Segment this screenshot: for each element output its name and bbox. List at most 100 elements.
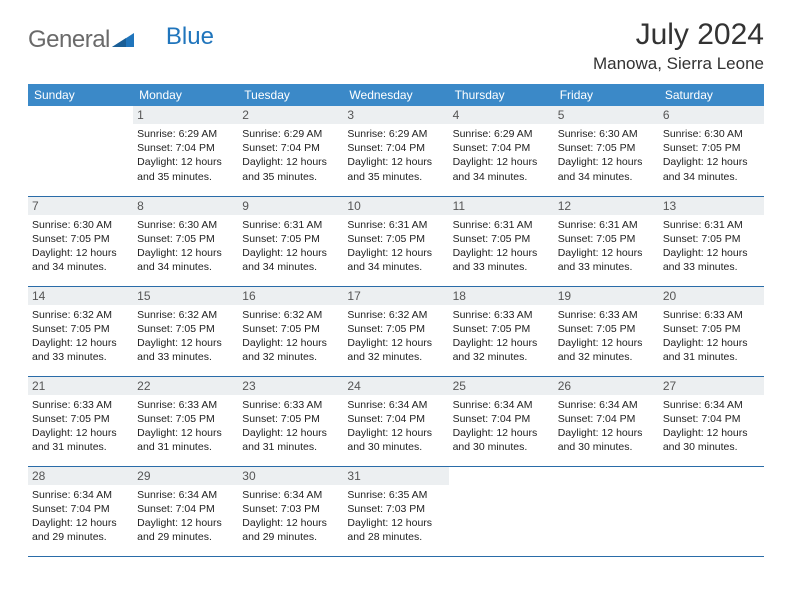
sunrise-text: Sunrise: 6:31 AM <box>242 218 339 232</box>
daylight-text-a: Daylight: 12 hours <box>347 516 444 530</box>
calendar-day-cell: 13Sunrise: 6:31 AMSunset: 7:05 PMDayligh… <box>659 196 764 286</box>
day-number: 10 <box>343 197 448 215</box>
daylight-text-a: Daylight: 12 hours <box>347 426 444 440</box>
daylight-text-a: Daylight: 12 hours <box>347 246 444 260</box>
calendar-day-cell: 8Sunrise: 6:30 AMSunset: 7:05 PMDaylight… <box>133 196 238 286</box>
daylight-text-b: and 31 minutes. <box>137 440 234 454</box>
daylight-text-a: Daylight: 12 hours <box>32 336 129 350</box>
sunset-text: Sunset: 7:04 PM <box>137 141 234 155</box>
daylight-text-b: and 33 minutes. <box>32 350 129 364</box>
weekday-heading: Thursday <box>449 84 554 106</box>
sunrise-text: Sunrise: 6:31 AM <box>558 218 655 232</box>
day-number: 16 <box>238 287 343 305</box>
sunrise-text: Sunrise: 6:31 AM <box>347 218 444 232</box>
day-number: 23 <box>238 377 343 395</box>
calendar-day-cell: 12Sunrise: 6:31 AMSunset: 7:05 PMDayligh… <box>554 196 659 286</box>
day-details: Sunrise: 6:34 AMSunset: 7:04 PMDaylight:… <box>453 398 550 455</box>
day-details: Sunrise: 6:29 AMSunset: 7:04 PMDaylight:… <box>137 127 234 184</box>
day-number: 28 <box>28 467 133 485</box>
sunrise-text: Sunrise: 6:32 AM <box>32 308 129 322</box>
calendar-day-cell: 20Sunrise: 6:33 AMSunset: 7:05 PMDayligh… <box>659 286 764 376</box>
calendar-page: General Blue July 2024 Manowa, Sierra Le… <box>0 0 792 575</box>
calendar-table: Sunday Monday Tuesday Wednesday Thursday… <box>28 84 764 557</box>
day-details: Sunrise: 6:31 AMSunset: 7:05 PMDaylight:… <box>558 218 655 275</box>
daylight-text-b: and 34 minutes. <box>347 260 444 274</box>
sunrise-text: Sunrise: 6:29 AM <box>242 127 339 141</box>
sunset-text: Sunset: 7:04 PM <box>558 412 655 426</box>
daylight-text-a: Daylight: 12 hours <box>242 336 339 350</box>
sunrise-text: Sunrise: 6:29 AM <box>453 127 550 141</box>
day-details: Sunrise: 6:33 AMSunset: 7:05 PMDaylight:… <box>663 308 760 365</box>
calendar-day-cell: 4 Sunrise: 6:29 AMSunset: 7:04 PMDaylight… <box>449 106 554 196</box>
daylight-text-b: and 29 minutes. <box>137 530 234 544</box>
day-number: 17 <box>343 287 448 305</box>
day-details: Sunrise: 6:32 AMSunset: 7:05 PMDaylight:… <box>137 308 234 365</box>
sunset-text: Sunset: 7:04 PM <box>347 412 444 426</box>
logo-text-blue: Blue <box>166 23 214 51</box>
sunset-text: Sunset: 7:05 PM <box>453 232 550 246</box>
weekday-heading: Friday <box>554 84 659 106</box>
day-details: Sunrise: 6:33 AMSunset: 7:05 PMDaylight:… <box>32 398 129 455</box>
daylight-text-a: Daylight: 12 hours <box>347 336 444 350</box>
day-number: 7 <box>28 197 133 215</box>
calendar-day-cell: 1Sunrise: 6:29 AMSunset: 7:04 PMDaylight… <box>133 106 238 196</box>
sunrise-text: Sunrise: 6:34 AM <box>242 488 339 502</box>
calendar-week-row: 7Sunrise: 6:30 AMSunset: 7:05 PMDaylight… <box>28 196 764 286</box>
sunset-text: Sunset: 7:05 PM <box>558 322 655 336</box>
sunrise-text: Sunrise: 6:30 AM <box>32 218 129 232</box>
daylight-text-b: and 34 minutes. <box>453 170 550 184</box>
calendar-day-cell: 2Sunrise: 6:29 AMSunset: 7:04 PMDaylight… <box>238 106 343 196</box>
location-label: Manowa, Sierra Leone <box>593 54 764 74</box>
sunrise-text: Sunrise: 6:32 AM <box>137 308 234 322</box>
sunrise-text: Sunrise: 6:34 AM <box>453 398 550 412</box>
day-details: Sunrise: 6:33 AMSunset: 7:05 PMDaylight:… <box>242 398 339 455</box>
day-details: Sunrise: 6:30 AMSunset: 7:05 PMDaylight:… <box>558 127 655 184</box>
sunrise-text: Sunrise: 6:31 AM <box>453 218 550 232</box>
calendar-day-cell: 10Sunrise: 6:31 AMSunset: 7:05 PMDayligh… <box>343 196 448 286</box>
day-details: Sunrise: 6:35 AMSunset: 7:03 PMDaylight:… <box>347 488 444 545</box>
daylight-text-b: and 29 minutes. <box>32 530 129 544</box>
sunrise-text: Sunrise: 6:32 AM <box>242 308 339 322</box>
day-details: Sunrise: 6:31 AMSunset: 7:05 PMDaylight:… <box>453 218 550 275</box>
calendar-day-cell: 29Sunrise: 6:34 AMSunset: 7:04 PMDayligh… <box>133 466 238 556</box>
sunrise-text: Sunrise: 6:34 AM <box>137 488 234 502</box>
sunset-text: Sunset: 7:05 PM <box>663 322 760 336</box>
sunset-text: Sunset: 7:05 PM <box>242 232 339 246</box>
sunrise-text: Sunrise: 6:30 AM <box>137 218 234 232</box>
calendar-week-row: 14Sunrise: 6:32 AMSunset: 7:05 PMDayligh… <box>28 286 764 376</box>
day-details: Sunrise: 6:30 AMSunset: 7:05 PMDaylight:… <box>663 127 760 184</box>
day-details: Sunrise: 6:29 AMSunset: 7:04 PMDaylight:… <box>453 127 550 184</box>
calendar-day-cell: 5Sunrise: 6:30 AMSunset: 7:05 PMDaylight… <box>554 106 659 196</box>
calendar-day-cell: 17Sunrise: 6:32 AMSunset: 7:05 PMDayligh… <box>343 286 448 376</box>
daylight-text-a: Daylight: 12 hours <box>32 426 129 440</box>
day-details: Sunrise: 6:31 AMSunset: 7:05 PMDaylight:… <box>242 218 339 275</box>
daylight-text-b: and 32 minutes. <box>242 350 339 364</box>
daylight-text-a: Daylight: 12 hours <box>663 155 760 169</box>
weekday-heading: Monday <box>133 84 238 106</box>
daylight-text-b: and 34 minutes. <box>663 170 760 184</box>
calendar-day-cell: 23 Sunrise: 6:33 AMSunset: 7:05 PMDayligh… <box>238 376 343 466</box>
logo-text-general: General <box>28 26 110 54</box>
sunset-text: Sunset: 7:04 PM <box>32 502 129 516</box>
daylight-text-a: Daylight: 12 hours <box>453 246 550 260</box>
day-number: 4 <box>449 106 554 124</box>
daylight-text-a: Daylight: 12 hours <box>558 155 655 169</box>
calendar-week-row: 21Sunrise: 6:33 AMSunset: 7:05 PMDayligh… <box>28 376 764 466</box>
daylight-text-a: Daylight: 12 hours <box>137 246 234 260</box>
calendar-week-row: 1Sunrise: 6:29 AMSunset: 7:04 PMDaylight… <box>28 106 764 196</box>
calendar-day-cell <box>449 466 554 556</box>
daylight-text-b: and 29 minutes. <box>242 530 339 544</box>
daylight-text-a: Daylight: 12 hours <box>663 246 760 260</box>
sunrise-text: Sunrise: 6:29 AM <box>347 127 444 141</box>
weekday-heading: Wednesday <box>343 84 448 106</box>
sunrise-text: Sunrise: 6:30 AM <box>663 127 760 141</box>
logo: General Blue <box>28 18 214 54</box>
daylight-text-a: Daylight: 12 hours <box>558 246 655 260</box>
sunset-text: Sunset: 7:05 PM <box>242 322 339 336</box>
daylight-text-b: and 35 minutes. <box>347 170 444 184</box>
calendar-day-cell <box>659 466 764 556</box>
daylight-text-b: and 31 minutes. <box>242 440 339 454</box>
sunrise-text: Sunrise: 6:30 AM <box>558 127 655 141</box>
daylight-text-b: and 34 minutes. <box>558 170 655 184</box>
day-number: 2 <box>238 106 343 124</box>
